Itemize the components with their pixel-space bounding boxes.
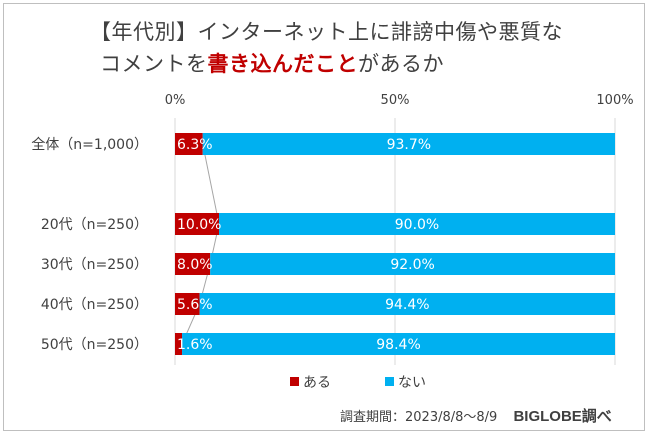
category-label: 30代（n=250） (41, 257, 148, 273)
chart-title-line-2: コメントを書き込んだことがあるか (100, 48, 444, 78)
title-line-2-suffix: があるか (358, 52, 444, 76)
data-label-nai: 92.0% (390, 257, 434, 273)
legend-label-aru: ある (303, 375, 331, 391)
data-label-aru: 8.0% (177, 257, 213, 273)
category-label: 20代（n=250） (41, 217, 148, 233)
x-tick-label: 100% (596, 93, 633, 108)
title-line-2-prefix: コメントを (100, 52, 208, 76)
bar-segment-nai (219, 213, 615, 235)
category-label: 全体（n=1,000） (31, 136, 148, 153)
title-highlight: 書き込んだこと (207, 52, 358, 76)
bar-segment-aru (175, 133, 203, 155)
bar-segment-aru (175, 333, 183, 355)
legend-swatch-nai (385, 377, 394, 386)
data-label-aru: 6.3% (177, 137, 213, 153)
legend-label-nai: ない (398, 375, 426, 391)
brand-credit: BIGLOBE調べ (513, 408, 612, 425)
footer: 調査期間：2023/8/8～8/9 BIGLOBE調べ (340, 405, 612, 426)
bar-segment-aru (175, 253, 211, 275)
x-tick-label: 0% (165, 93, 186, 108)
data-label-aru: 10.0% (177, 217, 221, 233)
bar-segment-aru (175, 213, 219, 235)
title-line-1-text: 【年代別】インターネット上に誹謗中傷や悪質な (90, 20, 563, 44)
x-tick-label: 50% (381, 93, 410, 108)
chart-title-line-1: 【年代別】インターネット上に誹謗中傷や悪質な (90, 16, 563, 46)
bar-segment-nai (202, 133, 615, 155)
data-label-nai: 93.7% (387, 137, 431, 153)
data-label-aru: 5.6% (177, 297, 213, 313)
bar-segment-nai (210, 253, 615, 275)
data-label-nai: 94.4% (385, 297, 429, 313)
data-label-nai: 98.4% (376, 337, 420, 353)
data-label-nai: 90.0% (395, 217, 439, 233)
bar-segment-nai (182, 333, 616, 355)
data-label-aru: 1.6% (177, 337, 213, 353)
category-label: 50代（n=250） (41, 337, 148, 353)
bar-segment-aru (175, 293, 200, 315)
category-label: 40代（n=250） (41, 297, 148, 313)
bar-segment-nai (199, 293, 615, 315)
legend-swatch-aru (290, 377, 299, 386)
survey-period: 調査期間：2023/8/8～8/9 (340, 410, 498, 425)
